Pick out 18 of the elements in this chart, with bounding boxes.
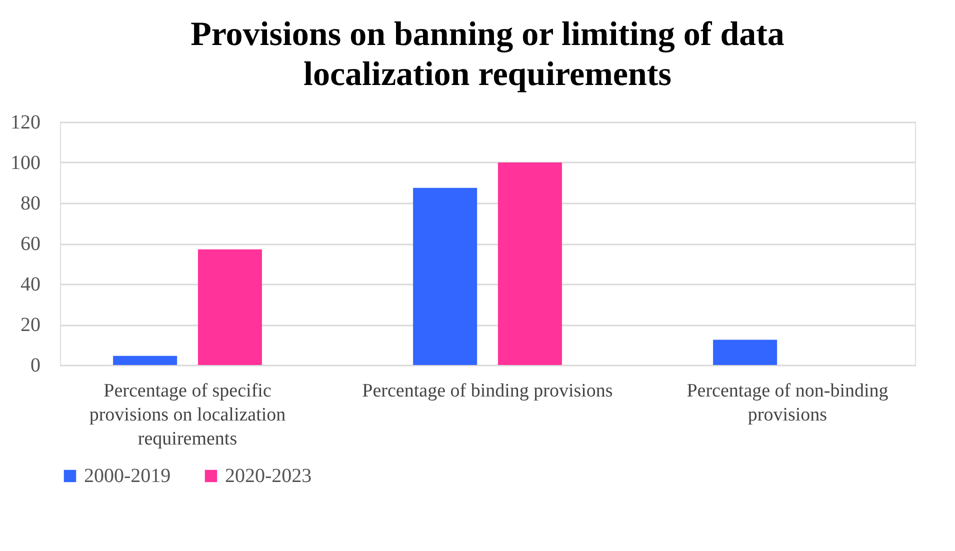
bar [413,188,478,365]
x-tick-label: Percentage of specific provisions on localization requirements [89,380,286,450]
bar [113,356,178,365]
legend-label: 2020-2023 [225,465,312,487]
bar [198,249,262,365]
x-tick-label: Percentage of non-binding provisions [686,380,889,426]
bar [713,340,778,365]
chart-title: Provisions on banning or limiting of data localization requirements [190,16,784,93]
y-tick-label: 0 [30,354,40,376]
legend-label: 2000-2019 [84,465,171,487]
y-tick-label: 120 [10,112,40,134]
y-tick-label: 60 [20,233,40,255]
bar [498,162,562,365]
x-tick-label: Percentage of binding provisions [362,380,613,402]
y-tick-label: 20 [20,314,40,336]
y-tick-label: 100 [10,152,40,174]
y-tick-label: 40 [20,274,40,296]
y-tick-label: 80 [20,192,40,214]
